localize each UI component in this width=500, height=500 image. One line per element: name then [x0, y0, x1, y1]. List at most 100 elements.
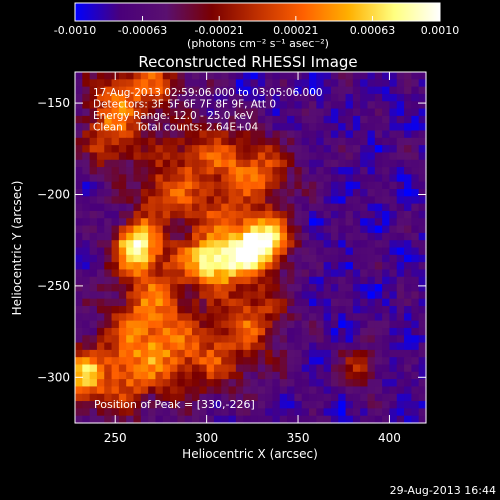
heatmap-cell: [404, 306, 412, 314]
heatmap-cell: [177, 284, 186, 292]
heatmap-cell: [155, 123, 164, 132]
heatmap-cell: [89, 415, 98, 424]
heatmap-cell: [330, 415, 339, 424]
heatmap-cell: [418, 379, 427, 388]
heatmap-cell: [104, 79, 113, 88]
heatmap-cell: [75, 232, 83, 241]
heatmap-cell: [82, 79, 91, 88]
heatmap-cell: [360, 123, 369, 132]
heatmap-cell: [111, 306, 120, 314]
heatmap-cell: [140, 240, 149, 249]
heatmap-cell: [192, 159, 200, 168]
heatmap-cell: [82, 181, 91, 190]
heatmap-cell: [148, 320, 157, 329]
heatmap-cell: [184, 72, 193, 80]
heatmap-cell: [213, 349, 222, 358]
heatmap-cell: [411, 349, 420, 358]
heatmap-cell: [184, 167, 193, 175]
heatmap-cell: [250, 218, 259, 227]
heatmap-cell: [294, 269, 303, 278]
heatmap-cell: [287, 210, 295, 219]
heatmap-cell: [404, 210, 412, 219]
heatmap-cell: [279, 167, 288, 175]
heatmap-cell: [89, 327, 98, 336]
heatmap-cell: [396, 393, 405, 402]
heatmap-cell: [323, 320, 332, 329]
heatmap-cell: [404, 232, 412, 241]
heatmap-cell: [75, 181, 83, 190]
heatmap-cell: [316, 93, 325, 102]
heatmap-cell: [235, 371, 244, 380]
heatmap-cell: [221, 203, 230, 212]
heatmap-cell: [360, 232, 369, 241]
heatmap-cell: [316, 72, 325, 80]
heatmap-cell: [382, 108, 391, 117]
heatmap-cell: [235, 137, 244, 146]
heatmap-cell: [323, 159, 332, 168]
heatmap-cell: [162, 225, 171, 234]
heatmap-cell: [272, 72, 281, 80]
heatmap-cell: [257, 298, 266, 307]
heatmap-cell: [75, 379, 83, 388]
heatmap-cell: [82, 320, 91, 329]
heatmap-cell: [330, 276, 339, 285]
heatmap-cell: [301, 145, 310, 154]
heatmap-cell: [75, 313, 83, 322]
heatmap-cell: [404, 349, 412, 358]
heatmap-cell: [221, 371, 230, 380]
heatmap-cell: [75, 196, 83, 205]
heatmap-cell: [213, 174, 222, 183]
heatmap-cell: [418, 189, 427, 197]
heatmap-cell: [301, 298, 310, 307]
heatmap-cell: [309, 379, 317, 388]
heatmap-cell: [155, 167, 164, 175]
heatmap-cell: [330, 108, 339, 117]
heatmap-cell: [184, 386, 193, 395]
heatmap-cell: [170, 152, 178, 161]
heatmap-cell: [104, 371, 113, 380]
heatmap-cell: [345, 269, 354, 278]
heatmap-cell: [265, 262, 274, 271]
heatmap-cell: [235, 276, 244, 285]
heatmap-cell: [221, 145, 230, 154]
heatmap-cell: [104, 123, 113, 132]
heatmap-cell: [206, 371, 215, 380]
heatmap-cell: [396, 218, 405, 227]
heatmap-cell: [374, 276, 383, 285]
heatmap-cell: [89, 386, 98, 395]
heatmap-cell: [184, 291, 193, 300]
heatmap-cell: [279, 284, 288, 292]
heatmap-cell: [199, 218, 208, 227]
heatmap-cell: [192, 357, 200, 366]
heatmap-cell: [279, 320, 288, 329]
heatmap-cell: [418, 152, 427, 161]
heatmap-cell: [155, 379, 164, 388]
heatmap-cell: [265, 240, 274, 249]
heatmap-cell: [338, 408, 347, 417]
heatmap-cell: [96, 313, 105, 322]
heatmap-cell: [279, 101, 288, 110]
heatmap-cell: [148, 189, 157, 197]
heatmap-cell: [316, 342, 325, 351]
heatmap-cell: [367, 298, 376, 307]
heatmap-cell: [133, 123, 142, 132]
heatmap-cell: [104, 93, 113, 102]
heatmap-cell: [360, 79, 369, 88]
heatmap-cell: [404, 276, 412, 285]
heatmap-cell: [228, 313, 237, 322]
heatmap-cell: [389, 254, 398, 263]
heatmap-cell: [309, 232, 317, 241]
heatmap-cell: [389, 320, 398, 329]
heatmap-cell: [301, 181, 310, 190]
heatmap-cell: [389, 357, 398, 366]
heatmap-cell: [287, 240, 295, 249]
heatmap-cell: [309, 276, 317, 285]
heatmap-cell: [374, 254, 383, 263]
heatmap-cell: [396, 101, 405, 110]
heatmap-cell: [257, 349, 266, 358]
heatmap-cell: [265, 284, 274, 292]
heatmap-cell: [235, 284, 244, 292]
heatmap-cell: [374, 152, 383, 161]
heatmap-cell: [177, 115, 186, 124]
heatmap-cell: [411, 93, 420, 102]
